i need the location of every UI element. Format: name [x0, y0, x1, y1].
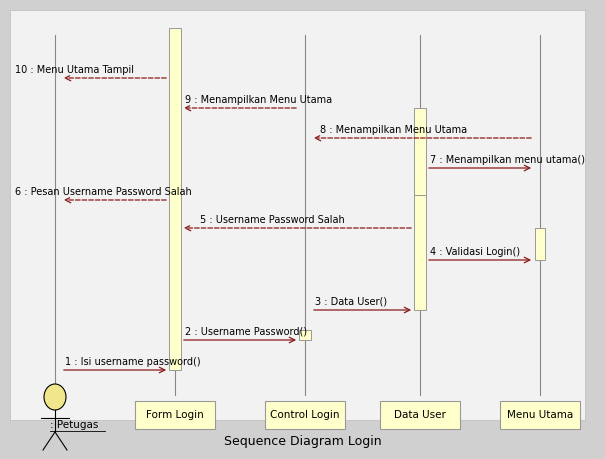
Bar	[169, 28, 181, 370]
Bar	[135, 401, 215, 429]
Text: 4 : Validasi Login(): 4 : Validasi Login()	[430, 247, 520, 257]
Bar	[265, 401, 345, 429]
Text: 2 : Username Password(): 2 : Username Password()	[185, 327, 307, 337]
Text: 5 : Username Password Salah: 5 : Username Password Salah	[200, 215, 345, 225]
Text: 7 : Menampilkan menu utama(): 7 : Menampilkan menu utama()	[430, 155, 585, 165]
Bar	[535, 228, 545, 260]
Text: Menu Utama: Menu Utama	[507, 410, 573, 420]
Text: Form Login: Form Login	[146, 410, 204, 420]
Ellipse shape	[44, 384, 66, 410]
Text: Sequence Diagram Login: Sequence Diagram Login	[224, 435, 381, 448]
Bar	[380, 401, 460, 429]
Bar	[10, 10, 585, 420]
Text: 1 : Isi username password(): 1 : Isi username password()	[65, 357, 201, 367]
Text: Data User: Data User	[394, 410, 446, 420]
Bar	[299, 330, 311, 340]
Text: 8 : Menampilkan Menu Utama: 8 : Menampilkan Menu Utama	[320, 125, 467, 135]
Text: : Petugas: : Petugas	[50, 420, 99, 430]
Text: Control Login: Control Login	[270, 410, 340, 420]
Text: 9 : Menampilkan Menu Utama: 9 : Menampilkan Menu Utama	[185, 95, 332, 105]
Text: 10 : Menu Utama Tampil: 10 : Menu Utama Tampil	[15, 65, 134, 75]
Text: 3 : Data User(): 3 : Data User()	[315, 297, 387, 307]
Bar	[414, 108, 426, 195]
Text: 6 : Pesan Username Password Salah: 6 : Pesan Username Password Salah	[15, 187, 192, 197]
Bar	[500, 401, 580, 429]
Bar	[414, 195, 426, 310]
